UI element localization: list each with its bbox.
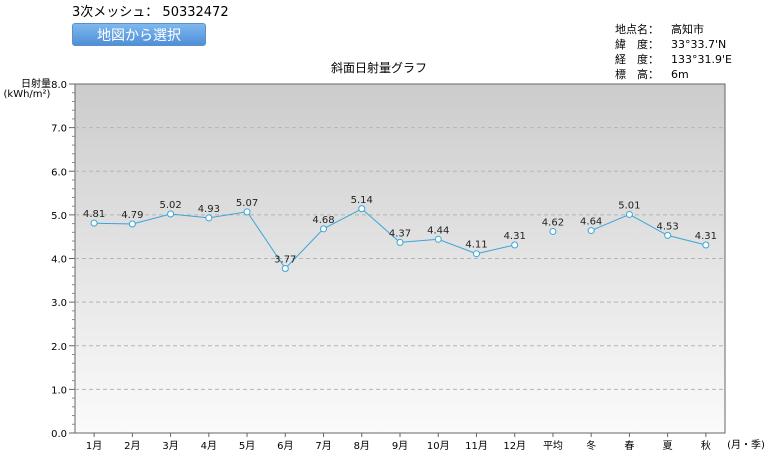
- data-label: 4.11: [465, 240, 487, 251]
- x-tick-label: 夏: [663, 440, 673, 452]
- mesh-code: 50332472: [162, 5, 229, 20]
- location-name-row: 地点名： 高知市: [615, 22, 732, 37]
- info-key: 経 度：: [615, 53, 659, 66]
- data-point: [511, 241, 519, 249]
- data-point: [434, 235, 442, 243]
- data-point: [281, 265, 289, 273]
- x-axis-ticks: 1月 2月 3月 4月 5月 6月 7月 8月 9月 10月 11月 12月 平均 冬 春 夏 秋: [86, 433, 711, 452]
- info-key: 地点名：: [615, 23, 659, 36]
- y-tick-label: 1.0: [51, 385, 67, 396]
- data-point: [472, 250, 480, 258]
- data-label: 4.37: [389, 228, 411, 239]
- data-label: 5.01: [618, 200, 640, 211]
- data-label: 4.62: [542, 217, 564, 228]
- x-tick-label: 秋: [701, 439, 711, 452]
- info-value: 133°31.9'E: [671, 53, 732, 66]
- data-label: 4.53: [657, 221, 679, 232]
- data-label: 4.81: [83, 209, 105, 220]
- x-tick-label: 11月: [465, 440, 488, 452]
- data-point: [320, 225, 328, 233]
- latitude-row: 緯 度： 33°33.7'N: [615, 37, 732, 52]
- info-value: 高知市: [671, 23, 704, 36]
- info-key: 標 高：: [615, 68, 659, 81]
- x-axis-label: (月・季): [727, 439, 765, 451]
- data-label: 4.31: [695, 231, 717, 242]
- data-point: [664, 231, 672, 239]
- y-tick-label: 4.0: [51, 255, 67, 266]
- data-points: [90, 205, 710, 273]
- y-tick-label: 5.0: [51, 211, 67, 222]
- data-label: 4.79: [121, 210, 143, 221]
- data-label: 4.64: [580, 217, 602, 228]
- data-labels: 4.81 4.79 5.02 4.93 5.07 3.77 4.68 5.14 4.37 4.44…: [83, 195, 717, 266]
- mesh-code-label: 3次メッシュ： 50332472: [72, 1, 229, 20]
- x-tick-label: 9月: [392, 440, 408, 452]
- location-info: 地点名： 高知市 緯 度： 33°33.7'N 経 度： 133°31.9'E 標 高…: [615, 22, 732, 82]
- series-segment: [94, 208, 515, 270]
- x-tick-label: 10月: [427, 440, 450, 452]
- x-tick-label: 4月: [201, 440, 217, 452]
- info-value: 33°33.7'N: [671, 38, 727, 51]
- y-tick-label: 7.0: [51, 124, 67, 135]
- data-label: 4.44: [427, 225, 449, 236]
- longitude-row: 経 度： 133°31.9'E: [615, 52, 732, 67]
- info-value: 6m: [671, 68, 689, 81]
- data-point: [128, 220, 136, 228]
- select-from-map-button[interactable]: 地図から選択: [72, 23, 206, 46]
- x-tick-label: 6月: [277, 440, 293, 452]
- data-point: [167, 210, 175, 218]
- y-axis-ticks: 0.0 1.0 2.0 3.0 4.0 5.0 6.0 7.0 8.0: [51, 80, 75, 440]
- x-tick-label: 冬: [586, 439, 596, 452]
- data-label: 5.14: [351, 195, 373, 206]
- data-point: [702, 241, 710, 249]
- data-label: 4.31: [504, 231, 526, 242]
- data-point: [549, 227, 557, 235]
- data-point: [205, 214, 213, 222]
- y-tick-label: 3.0: [51, 298, 67, 309]
- y-tick-label: 6.0: [51, 167, 67, 178]
- data-point: [90, 219, 98, 227]
- data-label: 5.07: [236, 198, 258, 209]
- x-tick-label: 3月: [162, 440, 178, 452]
- info-key: 緯 度：: [615, 38, 659, 51]
- data-label: 4.93: [198, 204, 220, 215]
- x-tick-label: 7月: [315, 440, 331, 452]
- x-tick-label: 2月: [124, 440, 140, 452]
- data-point: [587, 227, 595, 235]
- data-label: 5.02: [159, 200, 181, 211]
- y-tick-label: 8.0: [51, 80, 67, 91]
- y-tick-label: 2.0: [51, 342, 67, 353]
- data-point: [396, 238, 404, 246]
- x-tick-label: 8月: [354, 440, 370, 452]
- elevation-row: 標 高： 6m: [615, 67, 732, 82]
- data-label: 3.77: [274, 255, 296, 266]
- mesh-label: 3次メッシュ：: [72, 5, 159, 20]
- x-tick-label: 春: [624, 440, 634, 452]
- data-point: [358, 205, 366, 213]
- x-tick-label: 12月: [503, 440, 526, 452]
- data-label: 4.68: [312, 215, 334, 226]
- data-point: [243, 208, 251, 216]
- y-axis-unit: (kWh/m²): [4, 89, 51, 100]
- y-tick-label: 0.0: [51, 429, 67, 440]
- data-point: [625, 210, 633, 218]
- series-line: [94, 208, 707, 270]
- chart-title: 斜面日射量グラフ: [331, 60, 427, 75]
- series-segment: [591, 213, 707, 246]
- y-axis-label: 日射量: [21, 78, 51, 90]
- x-tick-label: 1月: [86, 440, 102, 452]
- x-tick-label: 平均: [543, 440, 563, 452]
- x-tick-label: 5月: [239, 440, 255, 452]
